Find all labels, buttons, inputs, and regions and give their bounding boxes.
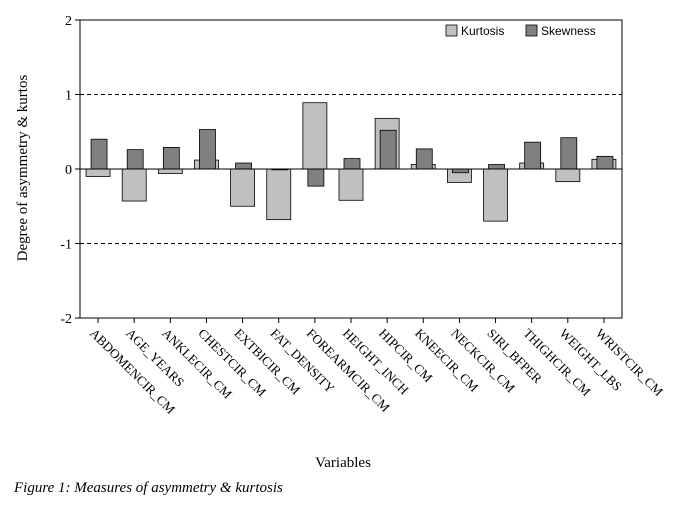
bar-skewness-height_inch [343, 158, 361, 170]
x-axis-label: Variables [315, 455, 371, 471]
tick-labels: -2-1012ABDOMENCIR_CMAGE_YEARSANKLECIR_CM… [60, 14, 666, 417]
bar-skewness-forearmcir_cm [307, 168, 325, 187]
bar-kurtosis-fat_density [266, 168, 292, 221]
bar-kurtosis-extbicir_cm [230, 168, 256, 207]
legend-label-skewness: Skewness [541, 24, 596, 38]
legend-swatch-kurtosis [445, 24, 458, 37]
bar-skewness-abdomencir_cm [90, 138, 108, 170]
reference-lines [80, 94, 622, 244]
bar-skewness-age_years [126, 149, 144, 170]
y-tick-label: -1 [60, 238, 72, 253]
bar-skewness-hipcir_cm [379, 129, 397, 170]
bar-kurtosis-siri_bfper [483, 168, 508, 222]
bar-skewness-kneecir_cm [415, 148, 433, 170]
bar-kurtosis-forearmcir_cm [302, 102, 328, 170]
bar-kurtosis-anklecir_cm [157, 168, 183, 174]
y-tick-label: -2 [60, 312, 72, 327]
legend: Kurtosis Skewness [445, 24, 596, 38]
bar-skewness-neckcir_cm [451, 168, 469, 174]
legend-label-kurtosis: Kurtosis [461, 24, 504, 38]
bars-layer [85, 102, 617, 222]
bar-kurtosis-age_years [121, 168, 147, 202]
bar-skewness-chestcir_cm [199, 129, 216, 170]
legend-swatch-skewness [525, 24, 538, 37]
chart: -2-1012ABDOMENCIR_CMAGE_YEARSANKLECIR_CM… [15, 14, 667, 471]
bar-skewness-weight_lbs [560, 137, 578, 170]
bar-skewness-siri_bfper [488, 164, 505, 170]
figure-caption: Figure 1: Measures of asymmetry & kurtos… [14, 480, 283, 496]
bar-kurtosis-height_inch [338, 168, 364, 201]
bar-skewness-anklecir_cm [162, 146, 180, 170]
y-tick-label: 2 [65, 14, 72, 29]
y-tick-label: 0 [65, 163, 72, 178]
bar-skewness-extbicir_cm [235, 162, 253, 170]
bar-kurtosis-weight_lbs [555, 168, 581, 183]
bar-skewness-wristcir_cm [596, 155, 614, 170]
y-axis-label: Degree of asymmetry & kurtos [15, 75, 31, 262]
axes [75, 19, 623, 323]
bar-skewness-thighcir_cm [524, 141, 542, 170]
bar-kurtosis-abdomencir_cm [85, 168, 111, 177]
y-tick-label: 1 [65, 89, 72, 104]
